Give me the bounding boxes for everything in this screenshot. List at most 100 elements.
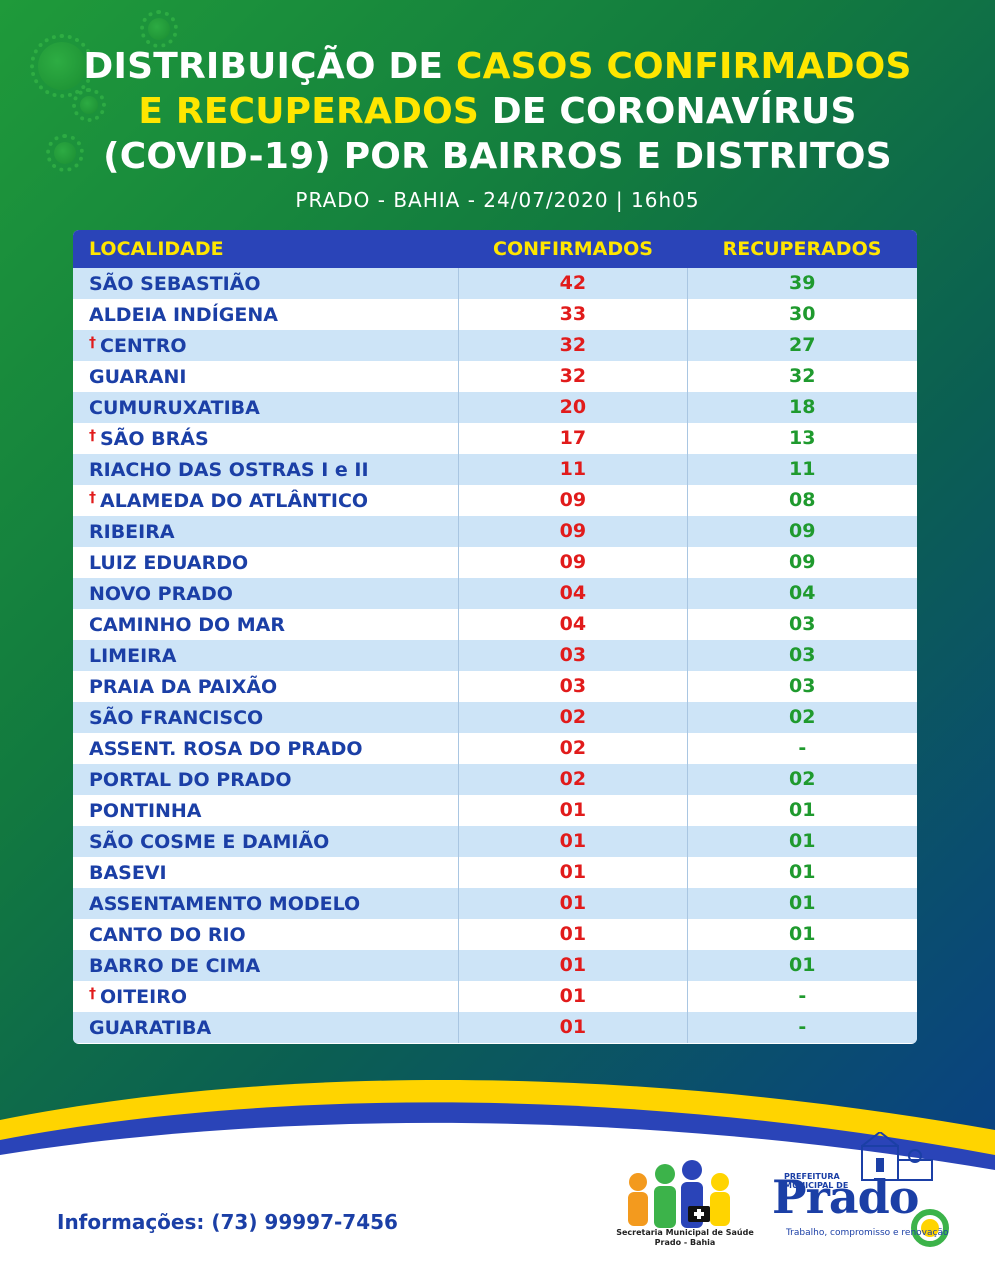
row-confirmados: 01: [458, 919, 686, 950]
row-recuperados: -: [686, 981, 917, 1012]
row-confirmados: 02: [458, 702, 686, 733]
row-confirmados: 03: [458, 671, 686, 702]
row-recuperados: 04: [686, 578, 917, 609]
row-name: NOVO PRADO: [89, 582, 233, 605]
row-recuperados: 03: [686, 609, 917, 640]
row-name: ALAMEDA DO ATLÂNTICO: [100, 489, 369, 512]
row-localidade: PORTAL DO PRADO: [73, 769, 458, 791]
table-row: CAMINHO DO MAR 04 03: [73, 609, 917, 640]
prado-wordmark: Prado: [772, 1170, 919, 1224]
row-recuperados: 32: [686, 361, 917, 392]
table-row: LIMEIRA 03 03: [73, 640, 917, 671]
title-line1-white: DISTRIBUIÇÃO DE: [83, 46, 456, 87]
table-row: † SÃO BRÁS 17 13: [73, 423, 917, 454]
row-name: BARRO DE CIMA: [89, 954, 261, 977]
virus-decoration-icon: [46, 134, 84, 172]
table-row: PORTAL DO PRADO 02 02: [73, 764, 917, 795]
row-name: PORTAL DO PRADO: [89, 768, 292, 791]
row-recuperados: 27: [686, 330, 917, 361]
row-name: GUARANI: [89, 365, 187, 388]
row-confirmados: 11: [458, 454, 686, 485]
row-localidade: ASSENTAMENTO MODELO: [73, 893, 458, 915]
row-name: ASSENTAMENTO MODELO: [89, 892, 361, 915]
virus-decoration-icon: [72, 88, 106, 122]
health-secretariat-logo-icon: [628, 1160, 730, 1228]
row-recuperados: 01: [686, 919, 917, 950]
table-row: RIBEIRA 09 09: [73, 516, 917, 547]
row-name: SÃO SEBASTIÃO: [89, 272, 261, 295]
table-row: SÃO SEBASTIÃO 42 39: [73, 268, 917, 299]
row-recuperados: 03: [686, 640, 917, 671]
table-header: LOCALIDADE CONFIRMADOS RECUPERADOS: [73, 230, 917, 268]
row-recuperados: 39: [686, 268, 917, 299]
row-recuperados: 09: [686, 547, 917, 578]
row-confirmados: 17: [458, 423, 686, 454]
row-name: PONTINHA: [89, 799, 202, 822]
row-name: ALDEIA INDÍGENA: [89, 303, 278, 326]
row-confirmados: 01: [458, 826, 686, 857]
row-recuperados: 01: [686, 888, 917, 919]
header-localidade: LOCALIDADE: [89, 238, 224, 260]
row-confirmados: 33: [458, 299, 686, 330]
row-localidade: SÃO SEBASTIÃO: [73, 273, 458, 295]
row-recuperados: 01: [686, 826, 917, 857]
row-localidade: PONTINHA: [73, 800, 458, 822]
row-recuperados: 02: [686, 702, 917, 733]
row-confirmados: 01: [458, 795, 686, 826]
prado-pref-line2: MUNICIPAL DE: [784, 1181, 849, 1190]
row-confirmados: 01: [458, 981, 686, 1012]
table-row: SÃO FRANCISCO 02 02: [73, 702, 917, 733]
row-localidade: LIMEIRA: [73, 645, 458, 667]
title-line2-highlight: E RECUPERADOS: [138, 91, 480, 132]
table-row: † ALAMEDA DO ATLÂNTICO 09 08: [73, 485, 917, 516]
prado-pref-line1: PREFEITURA: [784, 1172, 840, 1181]
death-cross-icon: †: [89, 985, 96, 1002]
table-row: † OITEIRO 01-: [73, 981, 917, 1012]
table-row: BARRO DE CIMA 01 01: [73, 950, 917, 981]
row-confirmados: 01: [458, 1012, 686, 1043]
row-confirmados: 32: [458, 330, 686, 361]
table-row: PRAIA DA PAIXÃO 03 03: [73, 671, 917, 702]
table-body: SÃO SEBASTIÃO 42 39 ALDEIA INDÍGENA 33 30 † CEN…: [73, 268, 917, 1043]
row-recuperados: 01: [686, 950, 917, 981]
row-localidade: † OITEIRO: [73, 986, 458, 1008]
table-row: ASSENT. ROSA DO PRADO 02-: [73, 733, 917, 764]
death-cross-icon: †: [89, 427, 96, 444]
table-row: ALDEIA INDÍGENA 33 30: [73, 299, 917, 330]
row-confirmados: 20: [458, 392, 686, 423]
row-confirmados: 09: [458, 516, 686, 547]
row-confirmados: 03: [458, 640, 686, 671]
row-localidade: GUARATIBA: [73, 1017, 458, 1039]
row-name: SÃO BRÁS: [100, 427, 209, 450]
row-localidade: ALDEIA INDÍGENA: [73, 304, 458, 326]
row-localidade: † SÃO BRÁS: [73, 428, 458, 450]
row-name: BASEVI: [89, 861, 167, 884]
row-recuperados: 02: [686, 764, 917, 795]
row-confirmados: 02: [458, 764, 686, 795]
title-line2-white: DE CORONAVÍRUS: [479, 91, 857, 132]
header-recuperados: RECUPERADOS: [722, 238, 882, 260]
row-confirmados: 01: [458, 857, 686, 888]
row-name: CAMINHO DO MAR: [89, 613, 285, 636]
table-row: SÃO COSME E DAMIÃO 01 01: [73, 826, 917, 857]
title-line3: (COVID-19) POR BAIRROS E DISTRITOS: [103, 136, 892, 177]
death-cross-icon: †: [89, 489, 96, 506]
row-name: GUARATIBA: [89, 1016, 212, 1039]
row-recuperados: 30: [686, 299, 917, 330]
table-row: BASEVI 01 01: [73, 857, 917, 888]
row-name: PRAIA DA PAIXÃO: [89, 675, 278, 698]
table-row: GUARANI 32 32: [73, 361, 917, 392]
row-localidade: † CENTRO: [73, 335, 458, 357]
row-recuperados: 18: [686, 392, 917, 423]
table-row: GUARATIBA 01-: [73, 1012, 917, 1043]
row-confirmados: 01: [458, 888, 686, 919]
row-confirmados: 04: [458, 609, 686, 640]
table-row: CUMURUXATIBA 20 18: [73, 392, 917, 423]
row-localidade: SÃO COSME E DAMIÃO: [73, 831, 458, 853]
row-name: SÃO FRANCISCO: [89, 706, 264, 729]
row-confirmados: 02: [458, 733, 686, 764]
row-confirmados: 01: [458, 950, 686, 981]
sms-line1: Secretaria Municipal de Saúde: [616, 1228, 754, 1237]
table-row: † CENTRO 32 27: [73, 330, 917, 361]
prado-prefeitura-label: PREFEITURA MUNICIPAL DE: [784, 1172, 848, 1190]
